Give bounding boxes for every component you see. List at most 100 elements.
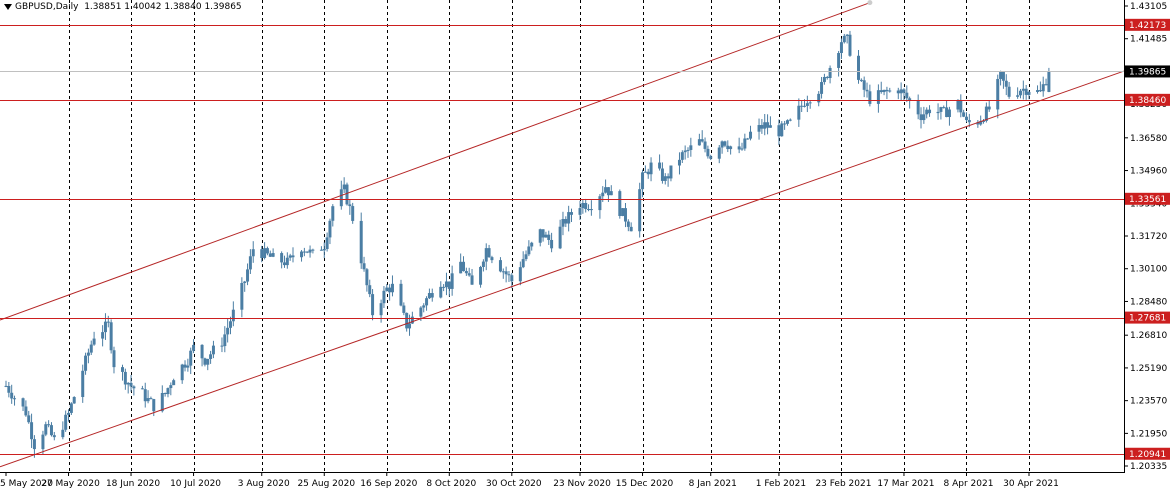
candle xyxy=(689,137,693,157)
candle-body xyxy=(291,255,295,258)
candle xyxy=(160,385,164,413)
candle xyxy=(248,249,252,274)
candle-body xyxy=(308,249,312,253)
candle-body xyxy=(749,131,753,139)
candle-body xyxy=(641,172,645,190)
candle xyxy=(604,179,608,194)
candle-body xyxy=(52,435,56,438)
candle-body xyxy=(228,321,232,328)
candle-body xyxy=(521,259,525,268)
candle xyxy=(203,357,207,367)
candle xyxy=(706,145,710,159)
candle xyxy=(263,242,267,260)
candle-body xyxy=(41,434,45,450)
candle-body xyxy=(643,171,647,173)
candle xyxy=(382,286,386,308)
x-tick-label: 5 May 2020 xyxy=(0,479,53,489)
candle xyxy=(132,385,136,396)
candle xyxy=(697,133,701,146)
candle-body xyxy=(928,109,932,114)
candle-body xyxy=(166,388,170,395)
candle xyxy=(13,395,17,406)
candle-body xyxy=(862,80,866,90)
candle-body xyxy=(527,246,531,255)
candle xyxy=(928,105,932,117)
candle xyxy=(885,86,889,100)
y-tick-label: 1.25190 xyxy=(1130,364,1167,374)
candle-body xyxy=(979,121,983,125)
candle-body xyxy=(567,212,571,224)
candle-body xyxy=(402,305,406,313)
candle-body xyxy=(785,120,789,124)
candle xyxy=(328,218,332,245)
candle xyxy=(123,368,127,390)
candle-body xyxy=(825,76,829,79)
candle xyxy=(882,89,886,96)
candle xyxy=(430,288,434,302)
candle xyxy=(425,296,429,311)
candle-body xyxy=(271,253,275,257)
x-tick-label: 10 Jul 2020 xyxy=(170,479,221,489)
candle-body xyxy=(379,303,383,316)
candle-body xyxy=(999,71,1003,79)
candle-body xyxy=(143,389,147,402)
current-price-tag-label: 1.39865 xyxy=(1129,67,1166,77)
candle-body xyxy=(331,206,335,221)
candle-body xyxy=(371,294,375,316)
candle-body xyxy=(564,219,568,224)
candle-body xyxy=(47,424,51,426)
candle xyxy=(211,340,215,359)
candle xyxy=(192,339,196,354)
candle-body xyxy=(189,350,193,366)
candle xyxy=(402,302,406,316)
candle xyxy=(342,177,346,194)
candle-body xyxy=(524,254,528,260)
candle xyxy=(919,107,923,129)
candle xyxy=(979,115,983,126)
candle-body xyxy=(319,249,323,251)
lower-channel-line xyxy=(0,70,1125,468)
ohlc-values: 1.38851 1.40042 1.38840 1.39865 xyxy=(84,2,242,12)
candle-body xyxy=(706,148,710,157)
candle xyxy=(621,208,625,217)
candle xyxy=(541,229,545,242)
candle xyxy=(112,346,116,374)
candle xyxy=(947,106,951,126)
x-tick-label: 23 Feb 2021 xyxy=(815,479,871,489)
candle-body xyxy=(925,109,929,115)
candle xyxy=(81,364,85,403)
candle-body xyxy=(1001,71,1005,81)
x-tick-label: 8 Oct 2020 xyxy=(426,479,476,489)
candle xyxy=(956,99,960,113)
candle xyxy=(743,133,747,151)
candle-body xyxy=(686,149,690,151)
candle xyxy=(902,88,906,101)
candle xyxy=(30,413,34,448)
candle-body xyxy=(763,122,767,129)
candle-body xyxy=(939,107,943,112)
candle xyxy=(936,103,940,120)
candle-body xyxy=(183,364,187,368)
level-tag: 1.42173 xyxy=(1125,18,1170,31)
candle xyxy=(319,246,323,251)
candle-body xyxy=(541,229,545,238)
candle xyxy=(737,137,741,154)
candle xyxy=(842,33,846,44)
candle xyxy=(1016,87,1020,99)
candle xyxy=(121,364,125,381)
candle xyxy=(518,261,522,286)
candle xyxy=(479,265,483,288)
candle-body xyxy=(800,105,804,107)
candle xyxy=(86,348,90,364)
dropdown-arrow-icon[interactable] xyxy=(4,3,12,10)
candle xyxy=(524,250,528,262)
candle xyxy=(64,410,68,432)
candle xyxy=(544,231,548,238)
candle-body xyxy=(598,196,602,211)
candle-body xyxy=(382,290,386,304)
candle xyxy=(777,119,781,146)
x-tick-label: 27 May 2020 xyxy=(41,479,100,489)
candle-body xyxy=(899,89,903,94)
